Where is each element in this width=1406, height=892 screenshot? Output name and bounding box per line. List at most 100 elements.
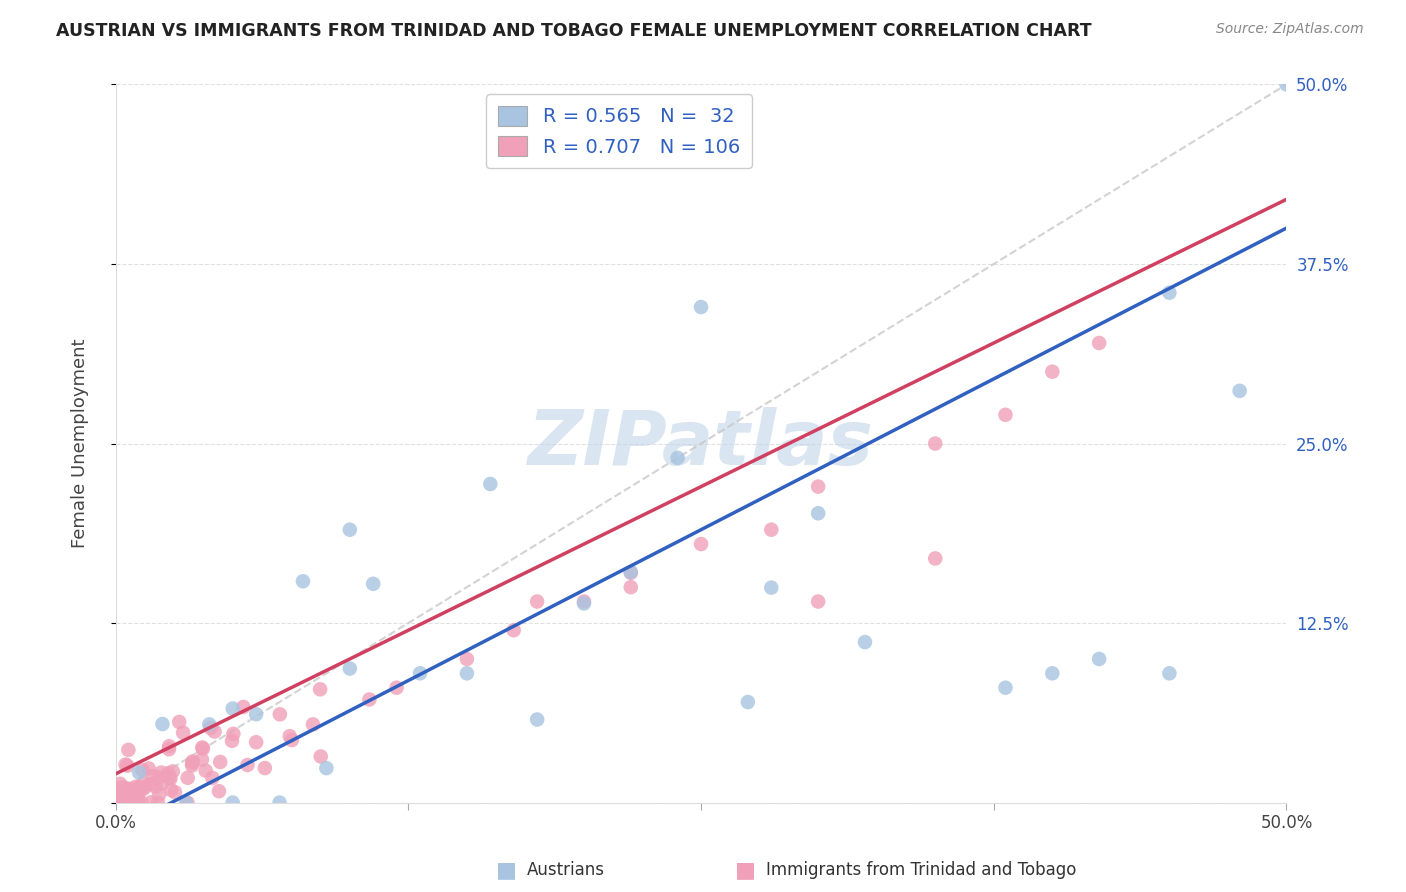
Point xyxy=(690,537,713,551)
Point xyxy=(125,780,148,794)
Point xyxy=(456,666,478,681)
Point xyxy=(191,740,214,755)
Point xyxy=(127,790,149,805)
Point xyxy=(148,771,170,785)
Point xyxy=(737,695,759,709)
Point xyxy=(128,780,150,795)
Point xyxy=(117,796,139,810)
Point xyxy=(145,780,167,794)
Point xyxy=(1275,78,1298,92)
Text: ZIPatlas: ZIPatlas xyxy=(529,407,875,481)
Point xyxy=(108,796,131,810)
Point xyxy=(924,436,946,450)
Point xyxy=(200,721,222,735)
Point xyxy=(385,681,408,695)
Point xyxy=(456,652,478,666)
Text: AUSTRIAN VS IMMIGRANTS FROM TRINIDAD AND TOBAGO FEMALE UNEMPLOYMENT CORRELATION : AUSTRIAN VS IMMIGRANTS FROM TRINIDAD AND… xyxy=(56,22,1092,40)
Point xyxy=(107,789,129,803)
Point xyxy=(107,792,129,806)
Point xyxy=(128,765,150,780)
Point xyxy=(115,796,138,810)
Point xyxy=(142,769,165,783)
Point xyxy=(117,743,139,757)
Point xyxy=(107,796,129,810)
Point xyxy=(128,780,150,794)
Point xyxy=(114,796,136,810)
Point xyxy=(924,551,946,566)
Point xyxy=(409,666,432,681)
Point xyxy=(181,756,204,770)
Point xyxy=(339,661,361,675)
Point xyxy=(359,692,381,706)
Point xyxy=(761,523,783,537)
Point xyxy=(479,477,502,491)
Point xyxy=(253,761,276,775)
Point xyxy=(114,792,136,806)
Point xyxy=(172,725,194,739)
Text: ■: ■ xyxy=(496,860,516,880)
Point xyxy=(269,707,291,722)
Point xyxy=(117,796,139,810)
Point xyxy=(117,758,139,772)
Point xyxy=(269,796,291,810)
Point xyxy=(162,764,184,779)
Text: ■: ■ xyxy=(735,860,755,880)
Point xyxy=(112,787,135,801)
Point xyxy=(191,741,214,756)
Point xyxy=(111,796,134,810)
Point xyxy=(526,594,548,608)
Point xyxy=(236,758,259,772)
Point xyxy=(1159,666,1181,681)
Point xyxy=(502,624,524,638)
Point xyxy=(181,758,204,772)
Point xyxy=(128,796,150,810)
Point xyxy=(125,789,148,804)
Point xyxy=(194,764,217,778)
Point xyxy=(157,739,180,754)
Point xyxy=(1088,336,1111,351)
Point xyxy=(572,597,595,611)
Point xyxy=(127,796,149,810)
Point xyxy=(302,717,325,731)
Point xyxy=(157,742,180,756)
Point xyxy=(150,776,173,790)
Point xyxy=(108,787,131,801)
Point xyxy=(201,771,224,785)
Text: Austrians: Austrians xyxy=(527,861,605,879)
Point xyxy=(245,735,267,749)
Point xyxy=(125,785,148,799)
Legend: R = 0.565   N =  32, R = 0.707   N = 106: R = 0.565 N = 32, R = 0.707 N = 106 xyxy=(486,95,752,169)
Point xyxy=(150,765,173,780)
Point xyxy=(994,681,1017,695)
Text: Source: ZipAtlas.com: Source: ZipAtlas.com xyxy=(1216,22,1364,37)
Point xyxy=(620,566,643,580)
Point xyxy=(176,796,198,810)
Point xyxy=(108,796,131,810)
Point xyxy=(157,766,180,780)
Point xyxy=(666,450,689,465)
Point xyxy=(1229,384,1251,398)
Point xyxy=(177,771,200,785)
Point xyxy=(181,755,204,769)
Point xyxy=(853,635,876,649)
Point xyxy=(122,787,145,801)
Point xyxy=(761,581,783,595)
Point xyxy=(122,796,145,810)
Point xyxy=(107,789,129,804)
Point xyxy=(690,300,713,314)
Point xyxy=(526,713,548,727)
Point xyxy=(110,780,132,795)
Y-axis label: Female Unemployment: Female Unemployment xyxy=(72,339,89,549)
Point xyxy=(309,682,332,697)
Point xyxy=(1159,285,1181,300)
Point xyxy=(131,796,153,810)
Point xyxy=(112,780,135,795)
Point xyxy=(222,701,245,715)
Point xyxy=(107,796,129,810)
Point xyxy=(132,776,155,790)
Point xyxy=(994,408,1017,422)
Point xyxy=(221,734,243,748)
Point xyxy=(361,576,384,591)
Point xyxy=(134,780,156,795)
Point xyxy=(131,783,153,797)
